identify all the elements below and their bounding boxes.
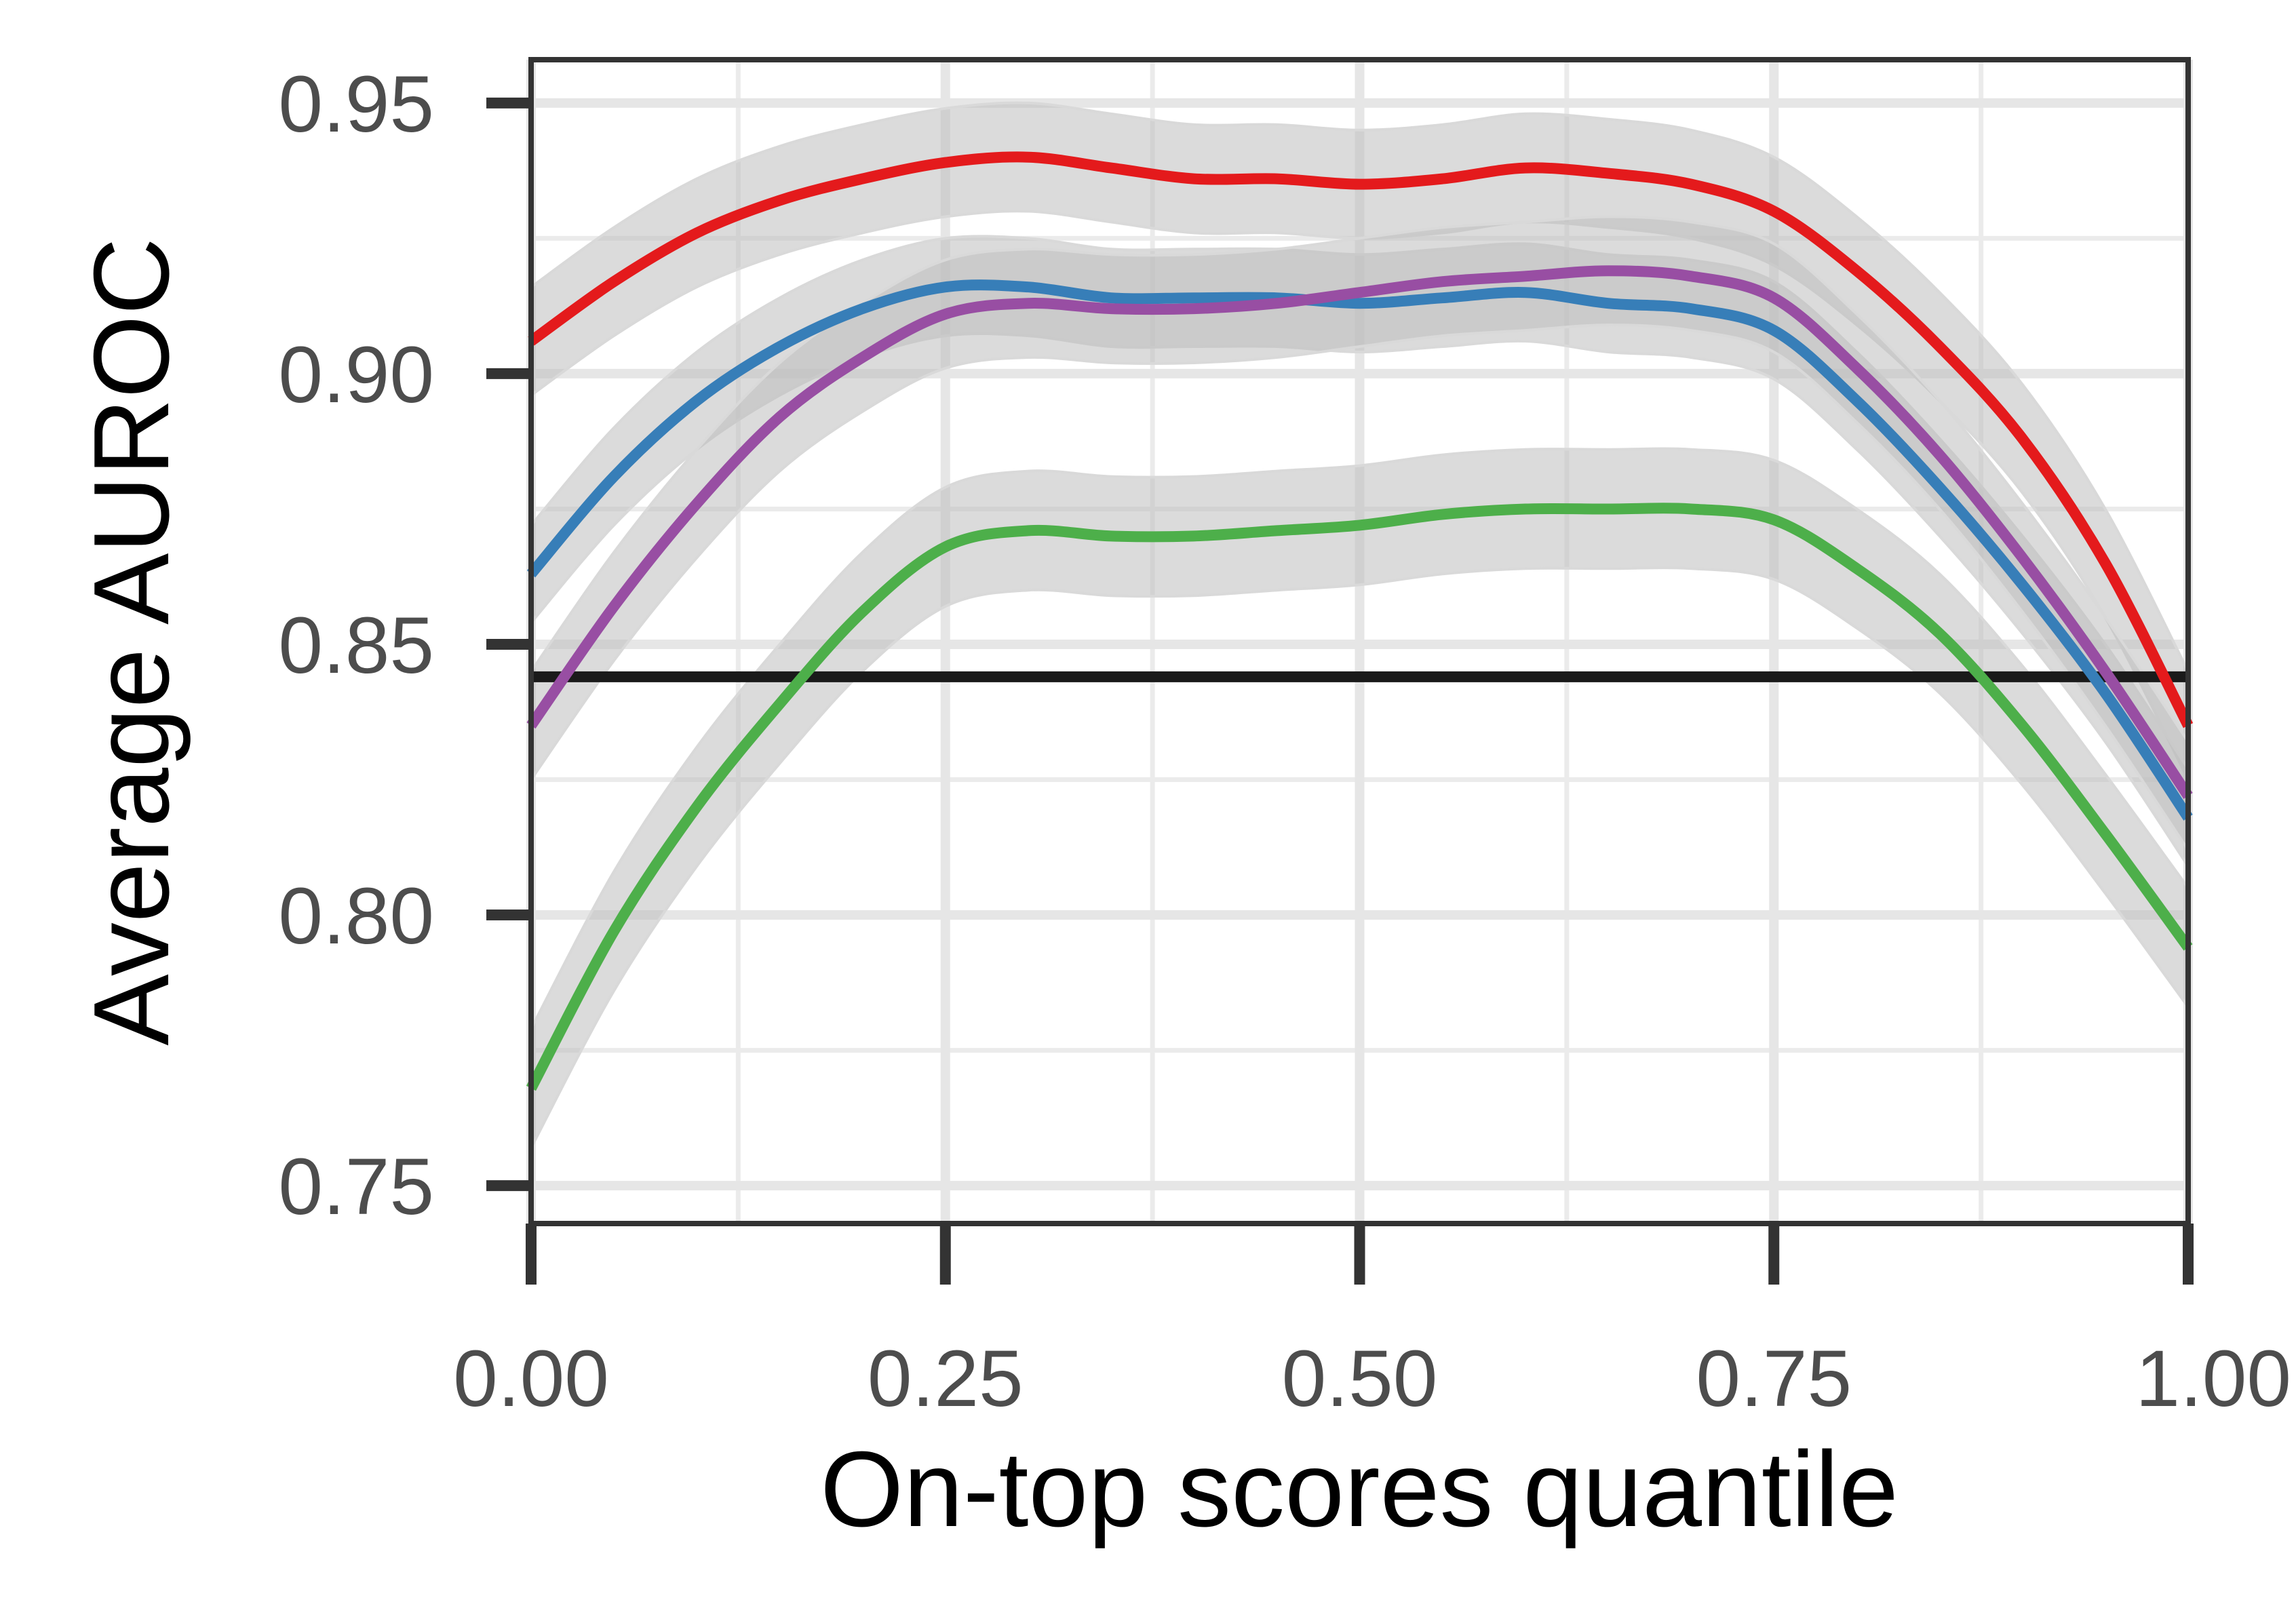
- series-line: [526, 503, 2193, 1091]
- x-tick-label: 0.25: [868, 1334, 1024, 1424]
- x-tick-label: 0.00: [453, 1334, 609, 1424]
- axis-ticks: [486, 97, 2194, 1285]
- x-tick-label: 1.00: [2135, 1334, 2291, 1424]
- series-line: [528, 151, 2194, 728]
- y-axis-title: Average AUROC: [72, 237, 191, 1045]
- y-tick-label: 0.75: [278, 1142, 434, 1232]
- series-lines: [526, 151, 2194, 1091]
- tick-labels: 0.75 0.80 0.85 0.90 0.95 0.00 0.25 0.50 0.75 1.00: [278, 60, 2291, 1424]
- y-tick-label: 0.90: [278, 330, 434, 420]
- y-tick-label: 0.95: [278, 60, 434, 149]
- series-line: [526, 279, 2193, 821]
- y-tick-label: 0.80: [278, 872, 434, 961]
- y-tick-label: 0.85: [278, 601, 434, 690]
- x-axis-title: On-top scores quantile: [820, 1430, 1899, 1549]
- x-tick-label: 0.75: [1696, 1334, 1852, 1424]
- series-line: [526, 265, 2193, 799]
- x-tick-label: 0.50: [1282, 1334, 1438, 1424]
